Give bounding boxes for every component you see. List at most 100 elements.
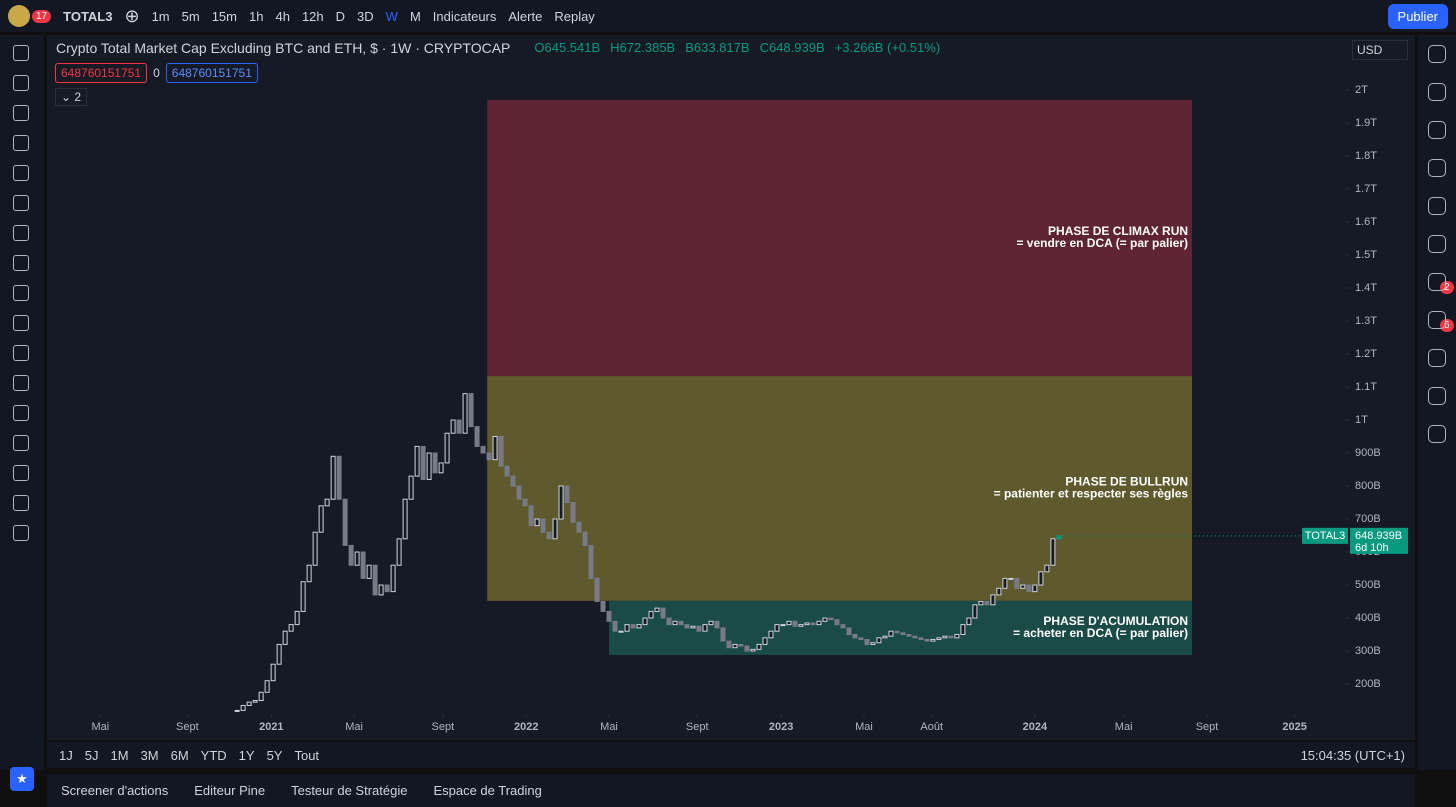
interval[interactable]: 1h <box>249 8 264 24</box>
y-tick-label: 1.7T <box>1355 183 1377 195</box>
panel-tab[interactable]: Screener d'actions <box>61 783 169 798</box>
interval[interactable]: 5m <box>181 8 200 24</box>
range[interactable]: 1Y <box>238 747 255 763</box>
publish[interactable]: Publier <box>1387 3 1448 29</box>
alert[interactable]: Alerte <box>508 8 543 24</box>
candle <box>726 640 732 649</box>
range[interactable]: 6M <box>170 747 189 763</box>
interval[interactable]: M <box>409 8 421 24</box>
candle <box>558 485 564 520</box>
tool-icon[interactable] <box>13 45 29 61</box>
tool-icon[interactable] <box>13 435 29 451</box>
tool-icon[interactable] <box>13 135 29 151</box>
candle <box>1014 577 1020 589</box>
sidebar-icon[interactable] <box>1428 349 1446 367</box>
sidebar-icon[interactable] <box>1428 159 1446 177</box>
range[interactable]: 5J <box>84 747 99 763</box>
collapse[interactable]: ⌄ 2 <box>55 88 88 106</box>
tool-icon[interactable] <box>13 375 29 391</box>
tool-icon[interactable] <box>13 465 29 481</box>
sidebar-icon[interactable] <box>1428 45 1446 63</box>
sidebar-icon[interactable] <box>1428 83 1446 101</box>
range[interactable]: 1J <box>59 747 73 763</box>
candle <box>354 551 360 566</box>
interval[interactable]: W <box>385 8 398 24</box>
sidebar-icon[interactable] <box>1428 121 1446 139</box>
candle <box>570 502 576 523</box>
logo[interactable]: 17 <box>8 5 52 27</box>
tool-icon[interactable] <box>13 285 29 301</box>
legend-title: Crypto Total Market Cap Excluding BTC an… <box>56 40 511 56</box>
tool-icon[interactable] <box>13 315 29 331</box>
tool-icon[interactable] <box>13 195 29 211</box>
range[interactable]: YTD <box>200 747 227 763</box>
y-tick-label: 300B <box>1355 645 1381 657</box>
range[interactable]: 1M <box>110 747 129 763</box>
tool-icon[interactable] <box>13 225 29 241</box>
replay[interactable]: Replay <box>554 8 595 24</box>
candle <box>420 445 426 480</box>
y-tick-label: 900B <box>1355 447 1381 459</box>
x-tick-label: Mai <box>600 721 618 733</box>
sidebar-icon[interactable] <box>1428 235 1446 253</box>
x-tick-label: Mai <box>1115 721 1133 733</box>
ask[interactable]: 648760151751 <box>165 63 258 83</box>
candle <box>390 564 396 593</box>
candle <box>966 617 972 626</box>
interval[interactable]: D <box>335 8 346 24</box>
candle <box>618 630 624 633</box>
x-tick-label: Sept <box>176 721 199 733</box>
candle <box>1044 564 1050 573</box>
interval[interactable]: 1m <box>151 8 170 24</box>
sidebar-icon[interactable] <box>1428 273 1446 291</box>
panel-tab[interactable]: Testeur de Stratégie <box>291 783 408 798</box>
candle <box>816 620 822 626</box>
chat-badge: 2 <box>1440 281 1454 294</box>
x-tick-label: 2023 <box>769 721 793 733</box>
interval[interactable]: 12h <box>301 8 324 24</box>
add-symbol[interactable]: ⊕ <box>124 5 140 26</box>
tool-icon[interactable] <box>13 495 29 511</box>
panel-tab[interactable]: Espace de Trading <box>433 783 542 798</box>
candle <box>306 564 312 583</box>
sidebar-icon[interactable] <box>1428 425 1446 443</box>
tool-icon[interactable] <box>13 405 29 421</box>
x-tick-label: Sept <box>1196 721 1219 733</box>
symbol-search[interactable]: TOTAL3 <box>63 8 113 24</box>
sidebar-icon[interactable] <box>1428 197 1446 215</box>
tool-icon[interactable] <box>13 255 29 271</box>
range[interactable]: Tout <box>294 747 320 763</box>
interval[interactable]: 3D <box>357 8 374 24</box>
y-tick-label: 1.2T <box>1355 348 1377 360</box>
range[interactable]: 5Y <box>266 747 283 763</box>
candle <box>288 624 294 632</box>
tool-icon[interactable] <box>13 345 29 361</box>
sidebar-icon[interactable] <box>1428 311 1446 329</box>
candle <box>444 432 450 464</box>
watchlist-star[interactable]: ★ <box>10 767 34 791</box>
candle <box>504 465 510 477</box>
candle <box>882 635 888 639</box>
candle <box>732 643 738 649</box>
currency[interactable]: USD <box>1352 40 1408 60</box>
candle <box>978 601 984 606</box>
indicators[interactable]: Indicateurs <box>432 8 497 24</box>
candle <box>396 538 402 566</box>
panel-tab[interactable]: Editeur Pine <box>194 783 266 798</box>
tool-icon[interactable] <box>13 525 29 541</box>
interval[interactable]: 15m <box>211 8 237 24</box>
tool-icon[interactable] <box>13 105 29 121</box>
x-tick-label: 2021 <box>259 721 283 733</box>
candle <box>612 620 618 632</box>
interval[interactable]: 4h <box>275 8 290 24</box>
candle <box>1008 577 1014 580</box>
tool-icon[interactable] <box>13 75 29 91</box>
candle <box>948 635 954 639</box>
tool-icon[interactable] <box>13 165 29 181</box>
range[interactable]: 3M <box>140 747 159 763</box>
bid[interactable]: 648760151751 <box>55 63 148 83</box>
sidebar-icon[interactable] <box>1428 387 1446 405</box>
candle <box>894 630 900 634</box>
candle <box>312 531 318 566</box>
